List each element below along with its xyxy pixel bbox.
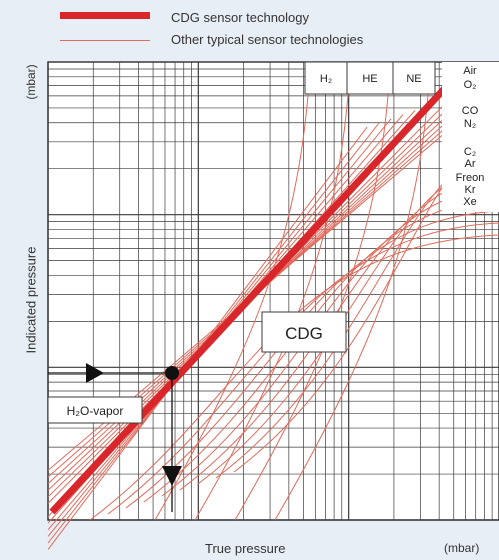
other-sensor-curve — [194, 69, 351, 521]
gas-list-label: O₂ — [464, 79, 477, 91]
x-axis-unit: (mbar) — [444, 541, 480, 555]
x-axis-label: True pressure — [205, 541, 286, 556]
plot-border — [47, 61, 499, 521]
gas-list-label: C₂ — [464, 146, 476, 158]
gas-list-label: Ar — [465, 158, 476, 170]
legend-other-line — [60, 40, 150, 41]
gas-column-box — [346, 61, 394, 95]
legend-cdg-label: CDG sensor technology — [171, 10, 310, 25]
gas-column-label: NE — [406, 73, 421, 85]
gas-list-label: N₂ — [464, 118, 476, 130]
gas-list-label: CO — [462, 105, 479, 117]
gas-list-label: Xe — [463, 196, 476, 208]
cdg-line — [49, 84, 449, 515]
other-sensor-curve — [274, 69, 431, 521]
gas-list-label: Air — [463, 65, 477, 77]
gas-list-label: Kr — [465, 184, 476, 196]
gas-column-label: H₂ — [320, 73, 332, 85]
other-sensor-curve — [143, 198, 499, 503]
legend-other-label: Other typical sensor technologies — [171, 32, 364, 47]
reading-point — [165, 366, 179, 380]
cdg-annotation-box — [261, 311, 347, 353]
cdg-annotation: CDG — [261, 311, 347, 353]
gas-column-header: HE — [346, 61, 394, 95]
gas-column-header: NE — [392, 61, 436, 95]
other-sensor-curve — [234, 69, 391, 521]
gas-list-box — [442, 62, 499, 212]
gas-column-label: HE — [362, 73, 377, 85]
gas-list-label: Freon — [456, 172, 485, 184]
plot-area — [48, 62, 499, 520]
gas-column-box — [392, 61, 436, 95]
cdg-annotation-label: CDG — [285, 324, 323, 343]
right-arrowhead — [86, 363, 104, 383]
vapor-annotation-box — [47, 396, 143, 424]
vapor-annotation-label: H₂O-vapor — [67, 404, 124, 418]
reading-arrows — [48, 363, 182, 512]
down-arrowhead — [162, 466, 182, 486]
legend: CDG sensor technology Other typical sens… — [0, 0, 499, 60]
legend-cdg-line — [60, 12, 150, 19]
vapor-annotation: H₂O-vapor — [47, 396, 143, 424]
gas-column-header: H₂ — [304, 61, 348, 95]
